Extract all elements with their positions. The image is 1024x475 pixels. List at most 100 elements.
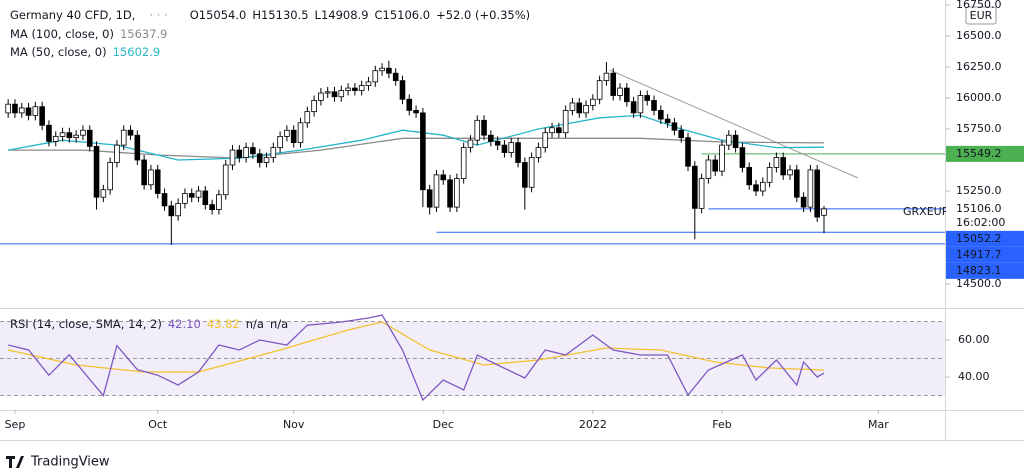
trendline xyxy=(609,69,859,179)
candle-body xyxy=(392,72,399,82)
candle-body xyxy=(243,147,249,158)
candle-body xyxy=(664,118,671,124)
candle-body xyxy=(793,169,800,198)
price-label-box xyxy=(946,200,1024,231)
candle-body xyxy=(474,119,481,141)
ma-line xyxy=(8,137,825,159)
candle-body xyxy=(80,129,86,136)
legend-rsi: RSI (14, close, SMA, 14, 2) 42.10 43.82 n/a… xyxy=(10,317,288,331)
currency: EUR xyxy=(970,9,993,22)
candle-body xyxy=(39,106,45,126)
candle-body xyxy=(134,134,141,161)
ohlc: +52.0 (+0.35%) xyxy=(436,8,530,22)
candle-body xyxy=(467,139,474,148)
candle-body xyxy=(603,72,610,82)
candle-body xyxy=(780,157,786,176)
candle-body xyxy=(25,107,32,116)
y-tick-label: 40.00 xyxy=(958,370,990,383)
candle-body xyxy=(569,102,576,111)
candle-body xyxy=(379,67,385,72)
candle-body xyxy=(304,111,311,124)
candle-body xyxy=(311,100,317,113)
candle-body xyxy=(413,109,419,114)
candle-body xyxy=(522,162,528,188)
candle-body xyxy=(739,147,746,168)
price-label-box xyxy=(946,230,1024,247)
candle-body xyxy=(705,159,712,179)
price-label: 14917.7 xyxy=(956,248,1002,261)
ohlc: C15106.0 xyxy=(375,8,431,22)
candle-body xyxy=(692,165,698,209)
footer: TradingView xyxy=(6,455,110,470)
candle-body xyxy=(59,132,66,137)
candle-body xyxy=(542,132,549,148)
candle-body xyxy=(331,91,338,98)
legend-name: MA (100, close, 0) xyxy=(10,27,114,41)
currency-box xyxy=(965,6,997,25)
legend-value: 15602.9 xyxy=(113,45,161,59)
candle-body xyxy=(406,98,413,111)
ma-line xyxy=(8,114,825,161)
x-tick-label: 2022 xyxy=(579,418,607,431)
candle-body xyxy=(753,184,759,192)
price-label: 15052.2 xyxy=(956,232,1002,245)
y-tick-label: 60.00 xyxy=(958,333,990,346)
candle-body xyxy=(290,129,297,144)
candle-body xyxy=(549,127,555,134)
candle-body xyxy=(678,129,685,139)
candle-body xyxy=(107,162,113,191)
candle-body xyxy=(460,147,467,179)
candle-body xyxy=(114,144,120,163)
candle-body xyxy=(209,204,215,210)
candle-body xyxy=(787,169,793,176)
candle-body xyxy=(773,157,780,168)
y-tick-label: 14500.0 xyxy=(956,277,1002,290)
candle-body xyxy=(556,127,562,134)
legend-name: MA (50, close, 0) xyxy=(10,45,107,59)
candle-body xyxy=(454,178,460,208)
candle-body xyxy=(284,129,290,137)
candle-body xyxy=(324,91,331,94)
legend-value: 15637.9 xyxy=(120,27,168,41)
candle-body xyxy=(148,169,154,186)
candle-body xyxy=(365,81,372,86)
candle-body xyxy=(372,70,379,83)
candle-body xyxy=(433,174,440,208)
price-label: 14823.1 xyxy=(956,264,1002,277)
candle-body xyxy=(73,134,79,139)
candle-body xyxy=(202,190,209,206)
price-label: 15106.0 xyxy=(956,202,1002,215)
candle-body xyxy=(583,105,589,114)
legend-ma50: MA (50, close, 0) 15602.9 xyxy=(10,45,160,59)
title-text: Germany 40 CFD, 1D, xyxy=(10,8,135,22)
candle-body xyxy=(161,193,168,207)
candle-body xyxy=(352,87,358,91)
candle-body xyxy=(671,122,678,131)
candle-body xyxy=(345,87,351,91)
candle-body xyxy=(263,157,270,163)
candle-body xyxy=(719,144,725,172)
candle-body xyxy=(726,134,732,146)
candle-body xyxy=(576,102,583,114)
logo xyxy=(6,456,24,468)
y-tick-label: 16250.0 xyxy=(956,60,1002,73)
candle-body xyxy=(528,157,535,188)
candle-body xyxy=(440,174,447,181)
candle-body xyxy=(651,100,657,111)
ohlc: L14908.9 xyxy=(315,8,369,22)
rsi-line xyxy=(8,321,825,373)
candle-body xyxy=(127,129,134,136)
candle-body xyxy=(46,124,52,142)
candle-body xyxy=(120,129,127,146)
candle-body xyxy=(318,92,324,101)
y-tick-label: 16750.0 xyxy=(956,0,1002,11)
legend-value: n/a xyxy=(246,317,264,331)
candle-body xyxy=(86,129,93,147)
candle-body xyxy=(630,101,637,114)
candle-body xyxy=(426,189,433,208)
candle-body xyxy=(624,87,630,103)
legend-value: 43.82 xyxy=(207,317,240,331)
price-label-box xyxy=(946,246,1024,263)
candle-body xyxy=(759,181,766,192)
